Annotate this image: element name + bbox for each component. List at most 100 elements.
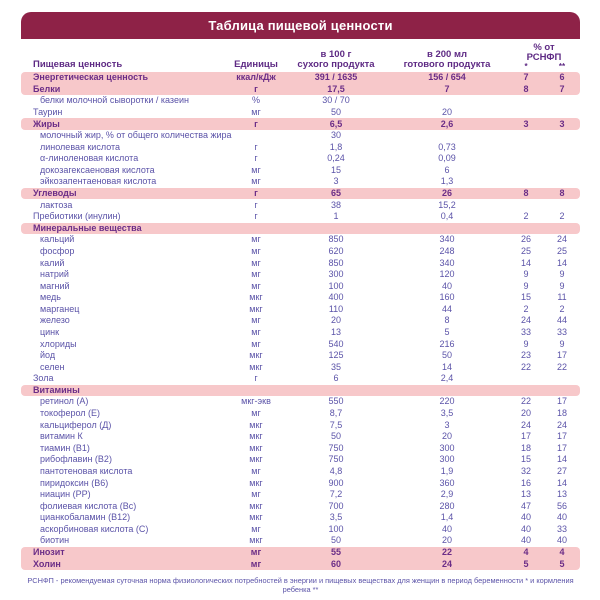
nutrition-table: Таблица пищевой ценности Пищевая ценност… bbox=[21, 12, 580, 594]
pct-pregnancy-cell: 24 bbox=[520, 419, 531, 430]
pct-pregnancy-cell: 23 bbox=[520, 350, 531, 361]
nutrient-name-cell: ретинол (А) bbox=[40, 396, 89, 407]
column-header-units: Единицы bbox=[234, 59, 278, 70]
pct-pregnancy-cell: 9 bbox=[523, 280, 529, 291]
pct-nursing-cell: 7 bbox=[559, 83, 565, 94]
pct-nursing-cell: 4 bbox=[559, 546, 565, 557]
pct-nursing-cell: 2 bbox=[559, 303, 565, 314]
pct-rsnfp-line2: РСНФП bbox=[526, 52, 562, 63]
nutrient-name-cell: витамин К bbox=[40, 431, 83, 442]
per-200ml-cell: 0,4 bbox=[440, 211, 454, 222]
table-row: Холин мг 60 24 5 5 bbox=[21, 558, 580, 570]
per-100g-cell: 38 bbox=[330, 199, 341, 210]
per-100g-cell: 400 bbox=[328, 292, 344, 303]
pct-pregnancy-cell: 20 bbox=[520, 408, 531, 419]
pct-nursing-cell: 33 bbox=[556, 523, 567, 534]
table-row: α-линоленовая кислота г 0,24 0,09 bbox=[21, 153, 580, 165]
per-100g-cell: 30 bbox=[330, 130, 341, 141]
per-100g-cell: 4,8 bbox=[329, 465, 343, 476]
table-row: кальциферол (Д) мкг 7,5 3 24 24 bbox=[21, 419, 580, 431]
table-row: Инозит мг 55 22 4 4 bbox=[21, 546, 580, 559]
column-header-per-200ml: в 200 мл готового продукта bbox=[386, 50, 508, 70]
nutrient-name-cell: железо bbox=[40, 315, 70, 326]
per-200ml-cell: 24 bbox=[441, 558, 452, 569]
pct-nursing-cell: 27 bbox=[556, 465, 567, 476]
per-200ml-cell: 1,9 bbox=[440, 465, 454, 476]
per-200ml-cell: 2,9 bbox=[440, 489, 454, 500]
per-200ml-cell: 340 bbox=[439, 234, 455, 245]
table-row: марганец мкг 110 44 2 2 bbox=[21, 304, 580, 316]
pct-pregnancy-cell: 8 bbox=[523, 188, 529, 199]
nutrient-name-cell: селен bbox=[40, 361, 65, 372]
unit-cell: мг bbox=[251, 408, 261, 419]
table-row: кальций мг 850 340 26 24 bbox=[21, 234, 580, 246]
table-row: йод мкг 125 50 23 17 bbox=[21, 350, 580, 362]
pct-nursing-cell: 18 bbox=[556, 408, 567, 419]
unit-cell: г bbox=[254, 153, 258, 164]
pct-nursing-cell: 33 bbox=[556, 327, 567, 337]
table-row: молочный жир, % от общего количества жир… bbox=[21, 130, 580, 142]
nutrient-name-cell: кальций bbox=[40, 234, 75, 245]
nutrient-name-cell: докозагексаеновая кислота bbox=[40, 164, 155, 175]
pct-pregnancy-cell: 2 bbox=[523, 211, 529, 222]
unit-cell: г bbox=[254, 141, 258, 152]
pct-nursing-cell: 14 bbox=[556, 257, 567, 268]
pct-nursing-cell: 17 bbox=[556, 350, 567, 361]
unit-cell: ккал/кДж bbox=[236, 72, 276, 83]
per-200ml-cell: 300 bbox=[439, 442, 455, 453]
per-200ml-cell: 216 bbox=[439, 338, 455, 349]
nutrient-name-cell: Жиры bbox=[33, 118, 60, 129]
column-header-row: Пищевая ценность Единицы в 100 г сухого … bbox=[21, 39, 580, 72]
per-100g-cell: 60 bbox=[330, 558, 341, 569]
pct-pregnancy-cell: 16 bbox=[520, 477, 531, 488]
unit-cell: мг bbox=[251, 338, 261, 349]
nutrient-name-cell: пиридоксин (В6) bbox=[40, 477, 109, 488]
pct-nursing-cell: 22 bbox=[556, 361, 567, 372]
pct-pregnancy-cell: 40 bbox=[520, 535, 531, 546]
pct-nursing-cell: 3 bbox=[559, 118, 565, 129]
nutrient-name-cell: Витамины bbox=[33, 384, 80, 395]
table-row: железо мг 20 8 24 44 bbox=[21, 315, 580, 327]
nutrient-name-cell: натрий bbox=[40, 269, 69, 280]
pct-pregnancy-cell: 15 bbox=[520, 454, 531, 465]
pct-pregnancy-cell: 26 bbox=[520, 234, 531, 245]
per-100g-cell: 100 bbox=[328, 523, 344, 534]
per-100g-cell: 0,24 bbox=[327, 153, 345, 164]
nutrient-name-cell: Таурин bbox=[33, 107, 63, 118]
pct-pregnancy-cell: 22 bbox=[520, 396, 531, 407]
per-100g-cell: 6 bbox=[333, 373, 339, 384]
per-100g-cell: 620 bbox=[328, 245, 344, 256]
per-200ml-cell: 22 bbox=[441, 546, 452, 557]
per-100g-cell: 13 bbox=[330, 327, 341, 337]
nutrient-name-cell: Энергетическая ценность bbox=[33, 72, 149, 83]
table-row: витамин К мкг 50 20 17 17 bbox=[21, 431, 580, 443]
pct-rsnfp-line1: % от bbox=[533, 42, 555, 53]
unit-cell: мкг bbox=[249, 500, 263, 511]
pct-nursing-cell: 17 bbox=[556, 442, 567, 453]
per-200ml-cell: 156 / 654 bbox=[428, 72, 466, 83]
unit-cell: мкг bbox=[249, 350, 263, 361]
table-row: пиридоксин (В6) мкг 900 360 16 14 bbox=[21, 477, 580, 489]
per-200ml-cell: 15,2 bbox=[438, 199, 456, 210]
table-row: цианкобаламин (В12) мкг 3,5 1,4 40 40 bbox=[21, 512, 580, 524]
per-200ml-cell: 50 bbox=[441, 350, 452, 361]
per-100g-cell: 540 bbox=[328, 338, 344, 349]
pct-nursing-cell: 14 bbox=[556, 454, 567, 465]
nutrient-name-cell: Белки bbox=[33, 83, 61, 94]
per-200ml-cell: 248 bbox=[439, 245, 455, 256]
per-100g-cell: 35 bbox=[330, 361, 341, 372]
per-100g-cell: 750 bbox=[328, 454, 344, 465]
table-row: аскорбиновая кислота (С) мг 100 40 40 33 bbox=[21, 524, 580, 536]
nutrient-name-cell: белки молочной сыворотки / казеин bbox=[40, 95, 189, 106]
nutrient-name-cell: эйкозапентаеновая кислота bbox=[40, 176, 157, 187]
column-header-pct-rsnfp: % от РСНФП * ** bbox=[508, 42, 580, 71]
table-row: калий мг 850 340 14 14 bbox=[21, 257, 580, 269]
per-100g-cell: 300 bbox=[328, 269, 344, 280]
table-row: селен мкг 35 14 22 22 bbox=[21, 361, 580, 373]
nutrient-name-cell: α-линоленовая кислота bbox=[40, 153, 139, 164]
table-row: белки молочной сыворотки / казеин% 30 / 7… bbox=[21, 95, 580, 107]
per-200ml-cell: 20 bbox=[441, 107, 452, 118]
pct-pregnancy-cell: 8 bbox=[523, 83, 529, 94]
table-row: эйкозапентаеновая кислота мг 3 1,3 bbox=[21, 176, 580, 188]
pct-nursing-cell: 24 bbox=[556, 419, 567, 430]
